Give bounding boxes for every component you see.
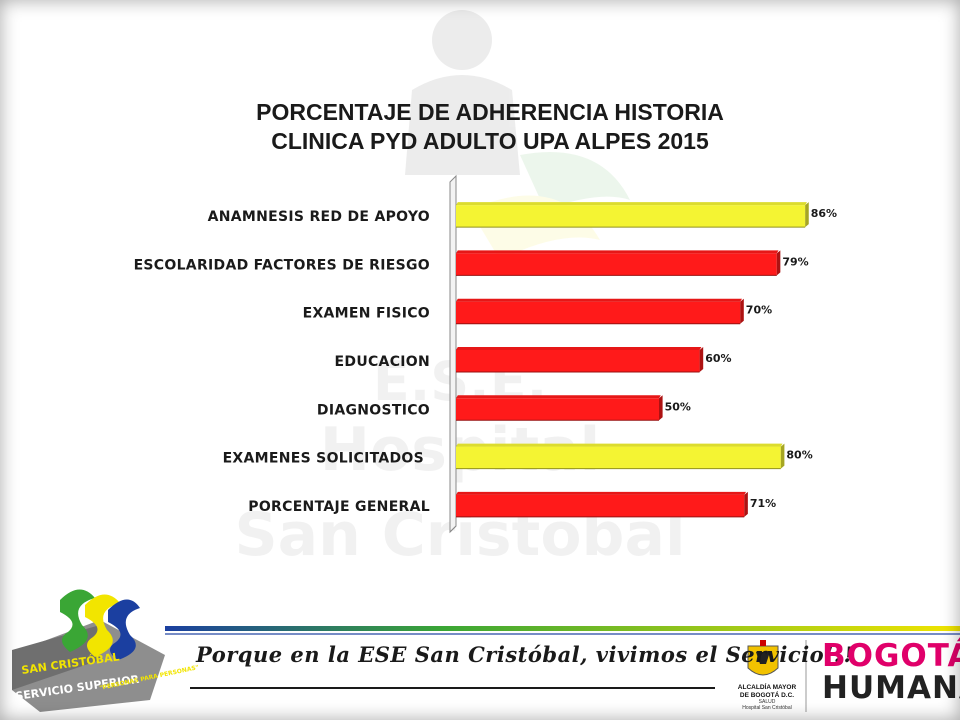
bar-1 [456,202,809,228]
chart-title-line-1: PORCENTAJE DE ADHERENCIA HISTORIA [256,99,724,125]
category-label-7: PORCENTAJE GENERAL [248,499,430,515]
value-label-6: 80% [786,449,812,462]
bar-front [456,494,745,517]
alcaldia-sub-1: SALUD [758,699,776,705]
bar-top [456,298,742,302]
bar-side [780,443,785,469]
humana-word: HUMANA [822,670,960,706]
bar-front [456,398,659,421]
footer-slogan: Porque en la ESE San Cristóbal, vivimos … [196,642,854,667]
bars [456,202,809,518]
value-label-7: 71% [750,497,776,510]
chart-title-line-2: CLINICA PYD ADULTO UPA ALPES 2015 [271,128,709,154]
alcaldia-logo: ALCALDÍA MAYOR DE BOGOTÁ D.C. SALUD Hosp… [722,644,812,711]
bar-top [456,443,783,447]
bar-top [456,347,702,350]
bogota-word: BOGOTÁ [822,638,960,674]
value-label-5: 50% [665,400,691,413]
bar-side [744,491,748,517]
value-labels: 86% 79% 70% 60% 50% 80% 71% [665,207,838,510]
footer-stripe-thin [165,633,960,635]
category-label-6: EXAMENES SOLICITADOS [223,451,424,467]
bar-6 [456,443,785,470]
bar-2 [456,250,781,276]
bar-7 [456,491,748,518]
axis-wall-base [449,525,457,533]
value-label-1: 86% [811,207,837,220]
category-label-2: ESCOLARIDAD FACTORES DE RIESGO [134,257,430,273]
alcaldia-sub-2: Hospital San Cristóbal [742,705,792,711]
bar-5 [456,395,663,421]
bar-4 [456,347,704,373]
footer-stripe [165,626,960,631]
logo-s-green-icon [60,589,95,652]
logo-s-yellow-icon [85,594,120,657]
category-label-1: ANAMNESIS RED DE APOYO [208,209,430,225]
category-label-4: EDUCACION [335,354,430,370]
watermark-body-icon [405,75,520,175]
category-labels: ANAMNESIS RED DE APOYO ESCOLARIDAD FACTOR… [134,209,430,515]
alcaldia-line-2: DE BOGOTÁ D.C. [739,691,795,699]
value-label-3: 70% [746,304,772,317]
bar-top [456,395,661,399]
watermark-leaf-icon [520,152,630,210]
value-label-4: 60% [705,352,731,365]
ese-logo: SAN CRISTÓBAL SERVICIO SUPERIOR "PERSONA… [12,589,199,712]
logo-s-blue-icon [108,599,140,660]
bogota-humana-logo: BOGOTÁ HUMANA [822,638,960,706]
bar-front [456,205,806,228]
bar-front [456,446,781,469]
bar-top [456,250,779,254]
coat-of-arms-icon [747,640,779,676]
category-label-3: EXAMEN FISICO [303,306,430,322]
category-label-5: DIAGNOSTICO [317,402,430,418]
alcaldia-line-1: ALCALDÍA MAYOR [737,684,797,691]
bar-front [456,350,700,372]
bar-side [740,298,744,324]
bar-top [456,491,747,495]
bar-side [699,347,704,372]
watermark-head-icon [432,10,492,70]
bar-3 [456,298,744,325]
bar-top [456,202,807,206]
axis-wall [449,174,457,534]
bar-side [659,395,663,421]
chart-title: PORCENTAJE DE ADHERENCIA HISTORIA CLINIC… [140,98,840,156]
value-label-2: 79% [782,255,808,268]
bar-front [456,301,741,324]
bar-side [805,202,809,228]
bar-side [776,250,781,276]
bar-front [456,253,777,276]
